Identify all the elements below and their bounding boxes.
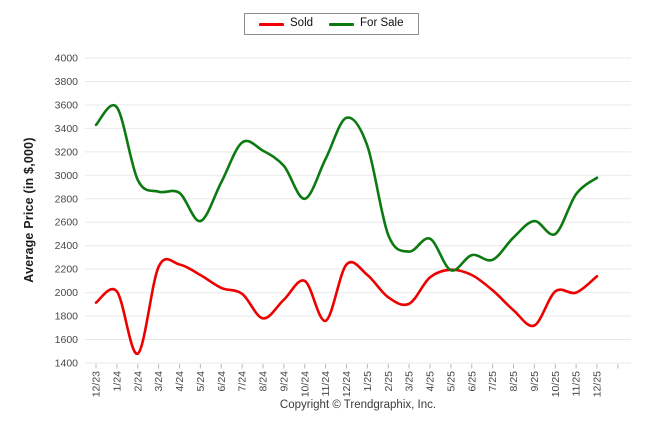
x-axis-tick-label: 12/24	[341, 371, 353, 397]
y-axis-tick-label: 4000	[55, 53, 79, 65]
y-axis-tick-label: 3200	[55, 146, 79, 158]
y-axis-tick-label: 3400	[55, 123, 79, 135]
y-axis-tick-label: 2800	[55, 193, 79, 205]
y-axis-tick-label: 1800	[55, 311, 79, 323]
legend-label-sold: Sold	[290, 17, 314, 30]
y-axis-tick-label: 3800	[55, 76, 79, 88]
y-axis-title: Average Price (in $,000)	[22, 137, 36, 282]
x-axis-tick-label: 7/25	[487, 371, 499, 392]
x-axis-tick-label: 3/25	[404, 371, 416, 392]
legend-item-for-sale: For Sale	[329, 17, 404, 30]
x-axis-tick-label: 8/25	[508, 371, 520, 392]
x-axis-tick-label: 5/25	[445, 371, 457, 392]
legend-item-sold: Sold	[259, 18, 313, 30]
y-axis-tick-label: 3600	[55, 99, 79, 111]
y-axis-tick-label: 3000	[55, 170, 79, 182]
legend-label-for-sale: For Sale	[360, 17, 404, 30]
for-sale-line-swatch	[329, 22, 355, 26]
y-axis-tick-label: 2600	[55, 217, 79, 229]
x-axis-tick-label: 4/25	[425, 371, 437, 392]
copyright-text: Copyright © Trendgraphix, Inc.	[279, 399, 437, 411]
x-axis-tick-label: 3/24	[153, 371, 165, 392]
x-axis-tick-label: 9/24	[278, 371, 290, 392]
x-axis-tick-label: 5/24	[195, 371, 207, 392]
x-axis-tick-label: 1/25	[362, 371, 374, 392]
x-axis-tick-label: 10/24	[299, 371, 311, 397]
chart-legend: Sold For Sale	[244, 13, 419, 35]
x-axis-tick-label: 12/23	[91, 371, 103, 397]
x-axis-tick-label: 7/24	[237, 371, 249, 392]
x-axis-tick-label: 1/24	[111, 371, 123, 392]
x-axis-tick-label: 6/24	[216, 371, 228, 392]
y-axis-tick-label: 1600	[55, 334, 79, 346]
series-line-sold	[94, 257, 599, 355]
x-axis-tick-label: 2/25	[383, 371, 395, 392]
x-axis-tick-label: 9/25	[529, 371, 541, 392]
x-axis-tick-label: 11/24	[320, 371, 332, 397]
x-axis-tick-label: 2/24	[132, 371, 144, 392]
x-axis-tick-label: 12/25	[592, 371, 604, 397]
series-line-for-sale	[94, 103, 599, 272]
y-axis-tick-label: 2400	[55, 240, 79, 252]
x-axis-tick-label: 6/25	[466, 371, 478, 392]
x-axis-tick-label: 4/24	[174, 371, 186, 392]
x-axis-tick-label: 10/25	[550, 371, 562, 397]
x-axis-tick-label: 11/25	[571, 371, 583, 397]
y-axis-tick-label: 1400	[55, 358, 79, 370]
y-axis-tick-label: 2200	[55, 264, 79, 276]
y-axis-tick-label: 2000	[55, 287, 79, 299]
x-axis-tick-label: 8/24	[258, 371, 270, 392]
sold-line-swatch	[259, 22, 284, 26]
